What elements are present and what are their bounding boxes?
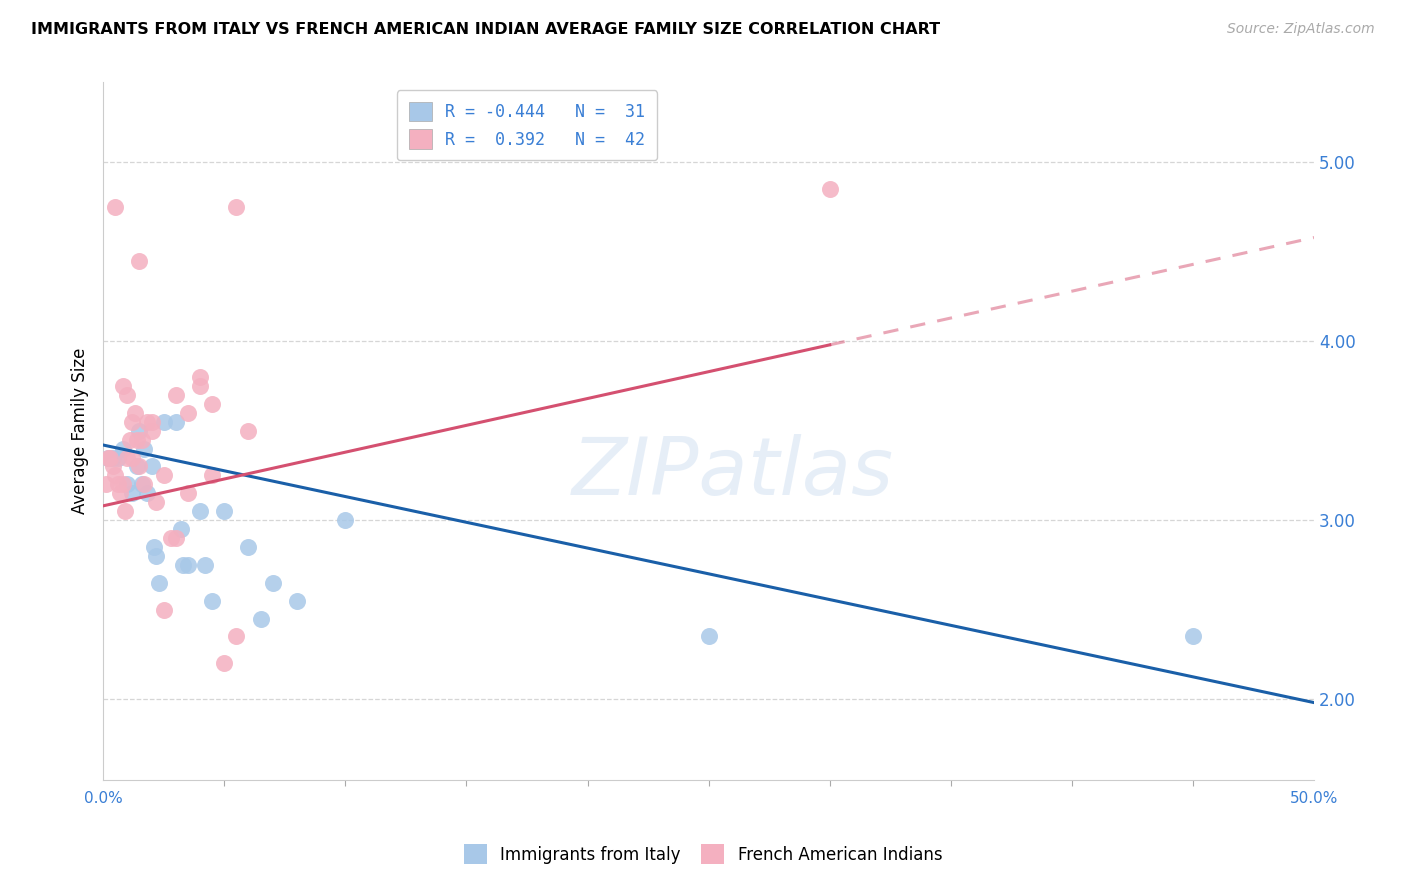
Point: [101, 459, 124, 474]
Point: [148, 575, 170, 590]
Point: [212, 657, 235, 671]
Point: [135, 415, 157, 429]
Point: [111, 442, 134, 456]
Point: [188, 370, 211, 384]
Point: [131, 477, 153, 491]
Point: [201, 468, 224, 483]
Point: [111, 379, 134, 393]
Point: [114, 504, 136, 518]
Text: Source: ZipAtlas.com: Source: ZipAtlas.com: [1227, 22, 1375, 37]
Point: [118, 433, 141, 447]
Point: [225, 200, 247, 214]
Point: [172, 558, 194, 572]
Point: [169, 522, 191, 536]
Legend: Immigrants from Italy, French American Indians: Immigrants from Italy, French American I…: [457, 838, 949, 871]
Point: [165, 415, 187, 429]
Text: IMMIGRANTS FROM ITALY VS FRENCH AMERICAN INDIAN AVERAGE FAMILY SIZE CORRELATION : IMMIGRANTS FROM ITALY VS FRENCH AMERICAN…: [31, 22, 941, 37]
Point: [212, 504, 235, 518]
Point: [152, 468, 174, 483]
Point: [238, 540, 260, 554]
Point: [262, 575, 284, 590]
Point: [121, 486, 143, 500]
Point: [225, 629, 247, 643]
Point: [128, 424, 150, 438]
Point: [101, 450, 124, 465]
Point: [117, 450, 139, 465]
Point: [141, 459, 163, 474]
Point: [100, 450, 122, 465]
Point: [177, 558, 200, 572]
Point: [104, 200, 127, 214]
Point: [165, 388, 187, 402]
Point: [131, 433, 153, 447]
Point: [117, 388, 139, 402]
Point: [128, 253, 150, 268]
Y-axis label: Average Family Size: Average Family Size: [72, 348, 89, 514]
Point: [201, 593, 224, 607]
Point: [121, 415, 143, 429]
Point: [125, 459, 148, 474]
Point: [238, 424, 260, 438]
Point: [104, 468, 127, 483]
Point: [145, 549, 167, 563]
Point: [107, 477, 129, 491]
Point: [194, 558, 217, 572]
Point: [152, 415, 174, 429]
Point: [249, 611, 271, 625]
Point: [135, 486, 157, 500]
Point: [188, 504, 211, 518]
Point: [121, 450, 143, 465]
Point: [128, 459, 150, 474]
Point: [188, 379, 211, 393]
Point: [160, 531, 183, 545]
Point: [145, 495, 167, 509]
Point: [124, 406, 146, 420]
Point: [125, 433, 148, 447]
Point: [107, 450, 129, 465]
Point: [697, 629, 720, 643]
Point: [108, 486, 131, 500]
Point: [285, 593, 308, 607]
Point: [94, 477, 117, 491]
Text: ZIPatlas: ZIPatlas: [572, 434, 894, 512]
Legend: R = -0.444   N =  31, R =  0.392   N =  42: R = -0.444 N = 31, R = 0.392 N = 42: [396, 90, 657, 161]
Point: [818, 182, 841, 196]
Point: [201, 397, 224, 411]
Point: [111, 477, 134, 491]
Point: [335, 513, 357, 527]
Point: [141, 424, 163, 438]
Point: [117, 477, 139, 491]
Point: [141, 415, 163, 429]
Point: [152, 602, 174, 616]
Point: [134, 477, 156, 491]
Point: [134, 442, 156, 456]
Point: [97, 450, 120, 465]
Point: [177, 406, 200, 420]
Point: [177, 486, 200, 500]
Point: [97, 450, 120, 465]
Point: [1182, 629, 1205, 643]
Point: [143, 540, 166, 554]
Point: [165, 531, 187, 545]
